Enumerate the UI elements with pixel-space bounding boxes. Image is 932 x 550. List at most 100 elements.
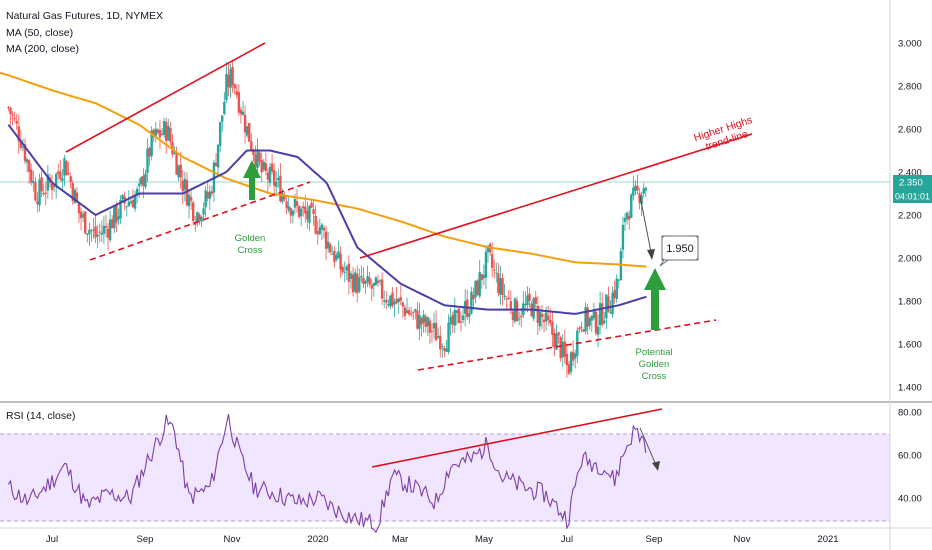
candle-body bbox=[252, 149, 255, 156]
candle-body bbox=[281, 193, 284, 202]
candle-body bbox=[434, 322, 438, 341]
price-tick-label: 2.200 bbox=[898, 211, 922, 222]
candle-body bbox=[152, 129, 155, 138]
candle-body bbox=[131, 200, 135, 208]
higher-highs-trendline bbox=[359, 133, 753, 259]
candle-body bbox=[191, 202, 195, 221]
candle-body bbox=[272, 170, 276, 186]
candle-body bbox=[636, 185, 639, 191]
candle-body bbox=[270, 163, 274, 172]
candle-body bbox=[584, 307, 587, 332]
candle-body bbox=[162, 120, 166, 135]
candle-body bbox=[79, 211, 83, 219]
last-price-badge[interactable]: 2.350 bbox=[893, 175, 932, 189]
chart-title[interactable]: Natural Gas Futures, 1D, NYMEX bbox=[6, 10, 163, 22]
candle-body bbox=[283, 194, 286, 200]
candle-body bbox=[7, 107, 10, 109]
candle-body bbox=[177, 165, 180, 178]
candle-body bbox=[555, 333, 558, 350]
candle-body bbox=[86, 233, 89, 235]
candle-body bbox=[472, 294, 475, 300]
lower-support-trendline bbox=[417, 319, 717, 371]
candle-body bbox=[607, 296, 610, 312]
candle-body bbox=[129, 201, 133, 204]
candle-body bbox=[441, 346, 444, 348]
candle-body bbox=[561, 341, 564, 358]
candle-body bbox=[380, 279, 384, 299]
candle-body bbox=[167, 125, 170, 141]
candle-body bbox=[588, 318, 591, 326]
candle-body bbox=[372, 283, 376, 286]
candle-body bbox=[312, 209, 315, 215]
candle-body bbox=[414, 309, 417, 312]
candle-body bbox=[547, 315, 550, 321]
candle-body bbox=[206, 192, 209, 199]
legend-ma200[interactable]: MA (200, close) bbox=[6, 43, 79, 55]
ma200-line bbox=[0, 71, 647, 268]
target-label: 1.950 bbox=[666, 243, 694, 255]
candle-body bbox=[314, 215, 317, 234]
candle-body bbox=[353, 272, 357, 292]
candle-body bbox=[231, 66, 234, 86]
candle-body bbox=[638, 193, 641, 203]
candle-body bbox=[289, 208, 292, 216]
candle-body bbox=[96, 234, 99, 237]
candle-body bbox=[569, 352, 573, 372]
candle-body bbox=[200, 216, 203, 222]
candle-body bbox=[119, 199, 122, 219]
candle-body bbox=[426, 317, 429, 327]
candle-body bbox=[304, 206, 307, 214]
candle-body bbox=[164, 121, 168, 142]
candle-body bbox=[233, 84, 236, 89]
legend-ma50[interactable]: MA (50, close) bbox=[6, 27, 74, 39]
candle-body bbox=[524, 303, 527, 306]
candle-body bbox=[98, 231, 101, 233]
candle-body bbox=[451, 314, 454, 326]
candle-body bbox=[260, 160, 263, 173]
candle-body bbox=[397, 298, 400, 303]
candle-body bbox=[347, 263, 351, 282]
candle-body bbox=[297, 205, 301, 218]
candle-body bbox=[592, 309, 596, 319]
candle-body bbox=[536, 305, 540, 323]
candle-body bbox=[453, 309, 456, 326]
candle-body bbox=[111, 219, 114, 229]
candle-body bbox=[436, 336, 440, 338]
candle-body bbox=[416, 310, 419, 329]
candle-body bbox=[133, 195, 137, 209]
candle-body bbox=[644, 187, 647, 191]
candle-body bbox=[221, 115, 224, 122]
candle-body bbox=[198, 214, 201, 221]
countdown-badge[interactable]: 04:01:01 bbox=[893, 189, 932, 203]
candle-body bbox=[306, 210, 309, 220]
candle-body bbox=[544, 312, 548, 322]
candle-body bbox=[632, 187, 635, 196]
price-tick-label: 2.800 bbox=[898, 82, 922, 93]
candle-body bbox=[609, 312, 612, 314]
candle-body bbox=[329, 243, 332, 253]
rsi-band bbox=[0, 434, 890, 521]
candle-body bbox=[117, 216, 120, 220]
legend-rsi[interactable]: RSI (14, close) bbox=[6, 410, 76, 422]
candle-body bbox=[241, 111, 245, 115]
golden-cross-line2: Cross bbox=[238, 245, 263, 256]
countdown-text: 04:01:01 bbox=[895, 192, 930, 202]
time-axis-ticks: Jul Sep Nov 2020 Mar May Jul Sep Nov 2021 bbox=[46, 534, 839, 545]
candle-body bbox=[461, 315, 465, 321]
candle-body bbox=[156, 129, 160, 133]
candle-body bbox=[337, 251, 340, 258]
candle-body bbox=[443, 347, 446, 351]
candle-body bbox=[254, 154, 257, 167]
candle-body bbox=[104, 226, 108, 228]
candle-body bbox=[405, 310, 409, 314]
candle-body bbox=[418, 314, 421, 329]
candle-body bbox=[526, 295, 529, 306]
price-tick-label: 1.600 bbox=[898, 340, 922, 351]
candle-body bbox=[600, 303, 604, 325]
candle-body bbox=[445, 348, 448, 352]
candle-body bbox=[603, 320, 606, 324]
candle-body bbox=[287, 205, 290, 211]
candle-body bbox=[505, 298, 508, 300]
candle-body bbox=[243, 114, 247, 133]
candle-body bbox=[106, 228, 110, 238]
